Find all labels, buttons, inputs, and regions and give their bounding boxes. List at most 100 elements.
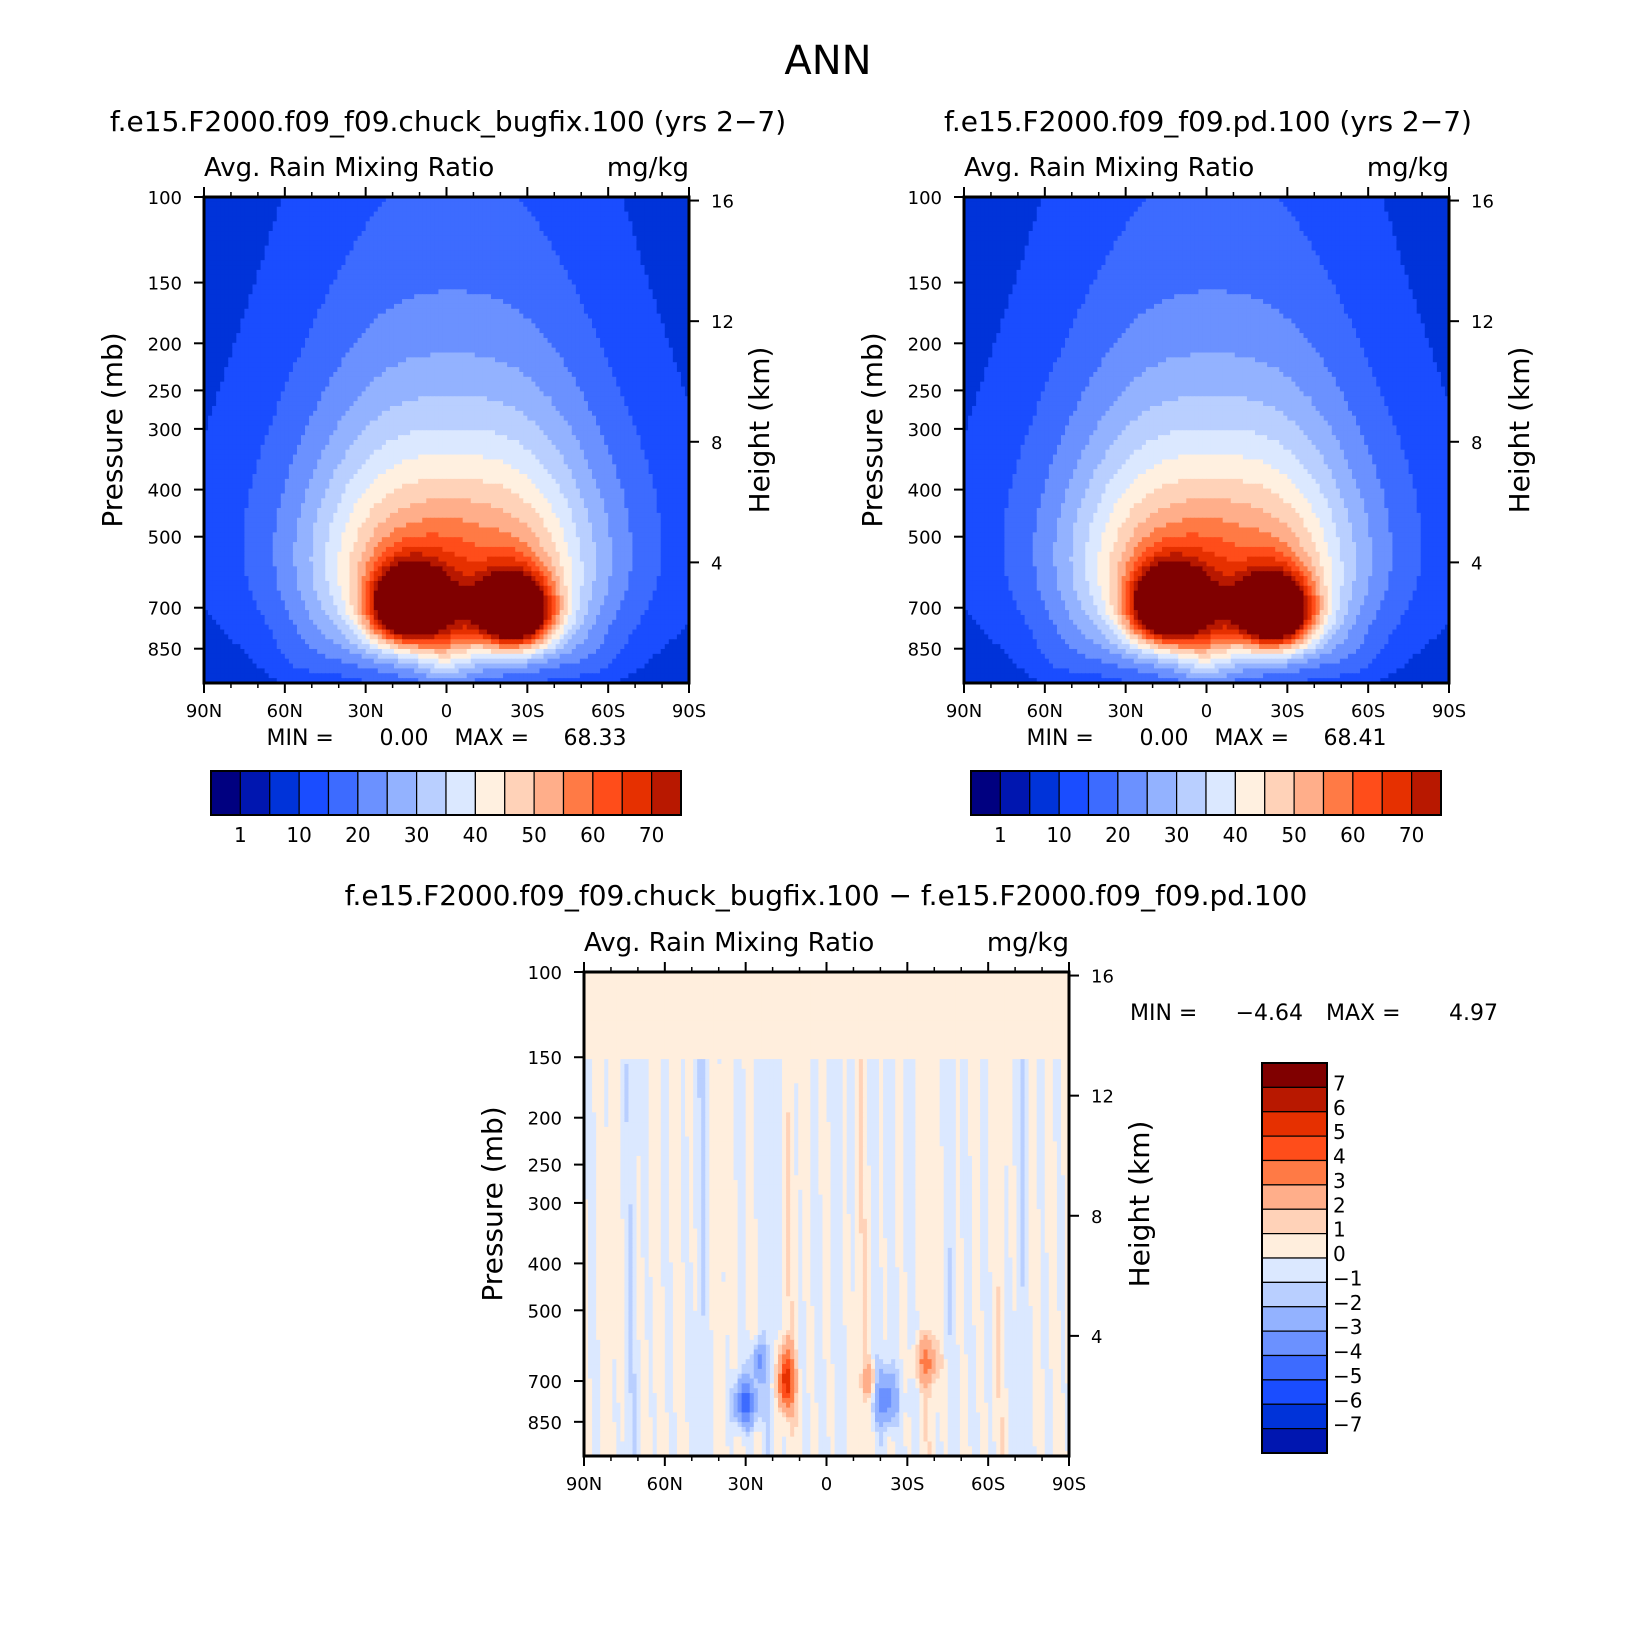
y-tick-label: 500 <box>528 1301 562 1322</box>
colorbar-label: 1 <box>234 823 247 847</box>
colorbar-box <box>1261 1354 1328 1381</box>
colorbar-box <box>1293 770 1325 816</box>
x-tick-label: 90S <box>1432 701 1466 722</box>
colorbar-box <box>1381 770 1413 816</box>
colorbar-box <box>1261 1330 1328 1357</box>
colorbar-box <box>1261 1159 1328 1186</box>
y-tick-label: 700 <box>908 599 942 620</box>
y-tick-label: 200 <box>148 334 182 355</box>
colorbar-box <box>533 770 565 816</box>
y2-tick-label: 4 <box>711 553 722 574</box>
y-tick-label: 850 <box>528 1413 562 1434</box>
colorbar-label: −4 <box>1333 1340 1362 1364</box>
colorbar-box <box>504 770 535 816</box>
x-tick-label: 90N <box>946 701 982 722</box>
colorbar-label: −7 <box>1333 1413 1362 1437</box>
colorbar-box <box>621 770 653 816</box>
y2-tick-label: 4 <box>1471 553 1482 574</box>
y-tick-label: 700 <box>528 1372 562 1393</box>
y-tick-label: 200 <box>528 1109 562 1130</box>
colorbar-box <box>1058 770 1090 816</box>
colorbar-label: −1 <box>1333 1266 1362 1290</box>
colorbar-label: −3 <box>1333 1315 1362 1339</box>
colorbar-label: 10 <box>286 823 311 847</box>
y2-tick-label: 8 <box>711 433 722 454</box>
x-tick-label: 60N <box>267 701 303 722</box>
colorbar-label: 2 <box>1333 1193 1346 1217</box>
panel-title: f.e15.F2000.f09_f09.chuck_bugfix.100 − f… <box>345 879 1308 912</box>
y2-tick-label: 16 <box>1091 967 1114 988</box>
colorbar-box <box>269 770 300 816</box>
colorbar-box <box>474 770 506 816</box>
y2-tick-label: 16 <box>711 192 734 213</box>
panel-top-left: f.e15.F2000.f09_f09.chuck_bugfix.100 (yr… <box>96 105 786 847</box>
colorbar-box <box>562 770 594 816</box>
y-tick-label: 500 <box>148 528 182 549</box>
colorbar-box <box>1261 1428 1328 1454</box>
y-tick-label: 300 <box>908 420 942 441</box>
stat-min-label: MIN = <box>267 726 334 751</box>
panel-subtitle-right: mg/kg <box>607 153 689 183</box>
colorbar-label: 5 <box>1333 1120 1346 1144</box>
x-tick-label: 60N <box>647 1474 683 1495</box>
colorbar-label: 10 <box>1046 823 1071 847</box>
y-tick-label: 850 <box>148 640 182 661</box>
panel-bottom: f.e15.F2000.f09_f09.chuck_bugfix.100 − f… <box>345 879 1498 1495</box>
colorbar-box <box>1261 1403 1328 1430</box>
panel-title: f.e15.F2000.f09_f09.chuck_bugfix.100 (yr… <box>110 105 786 138</box>
colorbar-box <box>1261 1208 1328 1235</box>
colorbar-box <box>1234 770 1266 816</box>
colorbar-box <box>1264 770 1295 816</box>
colorbar-label: 30 <box>404 823 429 847</box>
colorbar-box <box>592 770 623 816</box>
colorbar-label: −5 <box>1333 1364 1362 1388</box>
stat-max-label: MAX = <box>1326 1001 1401 1026</box>
colorbar-box <box>1117 770 1148 816</box>
y-tick-label: 250 <box>908 381 942 402</box>
colorbar-label: 1 <box>994 823 1007 847</box>
stat-max-value: 68.33 <box>564 726 627 751</box>
colorbar-box <box>1205 770 1236 816</box>
contour-field <box>204 197 690 684</box>
x-tick-label: 90N <box>186 701 222 722</box>
stat-min-value: 0.00 <box>1140 726 1189 751</box>
colorbar-label: 50 <box>521 823 546 847</box>
panel-subtitle-right: mg/kg <box>1367 153 1449 183</box>
x-tick-label: 90S <box>672 701 706 722</box>
stat-max-value: 68.41 <box>1324 726 1387 751</box>
colorbar-label: −6 <box>1333 1388 1362 1412</box>
colorbar-box <box>416 770 447 816</box>
y-tick-label: 200 <box>908 334 942 355</box>
colorbar-label: 70 <box>639 823 664 847</box>
y-tick-label: 100 <box>908 188 942 209</box>
colorbar-box <box>1261 1184 1328 1210</box>
y-axis-label: Pressure (mb) <box>476 1106 509 1301</box>
colorbar: 1 10 20 30 40 50 60 70 <box>210 770 682 847</box>
colorbar-label: 0 <box>1333 1242 1346 1266</box>
colorbar-box <box>1322 770 1354 816</box>
y-tick-label: 150 <box>908 274 942 295</box>
colorbar-label: 30 <box>1164 823 1189 847</box>
x-tick-label: 60S <box>971 1474 1005 1495</box>
panel-subtitle-left: Avg. Rain Mixing Ratio <box>964 153 1254 183</box>
panel-title: f.e15.F2000.f09_f09.pd.100 (yrs 2−7) <box>944 105 1472 138</box>
x-tick-label: 30N <box>1107 701 1143 722</box>
x-tick-label: 0 <box>1201 701 1212 722</box>
colorbar-label: 4 <box>1333 1145 1346 1169</box>
stat-max-label: MAX = <box>1215 726 1290 751</box>
y2-tick-label: 4 <box>1091 1327 1102 1348</box>
colorbar-box <box>1029 770 1060 816</box>
y-tick-label: 400 <box>528 1254 562 1275</box>
colorbar-box <box>999 770 1031 816</box>
y-tick-label: 700 <box>148 599 182 620</box>
colorbar-box <box>1176 770 1207 816</box>
y-tick-label: 850 <box>908 640 942 661</box>
y2-tick-label: 8 <box>1471 433 1482 454</box>
colorbar-box <box>1411 770 1442 816</box>
x-tick-label: 30S <box>1270 701 1304 722</box>
colorbar-label: 60 <box>580 823 605 847</box>
colorbar-label: 20 <box>345 823 370 847</box>
colorbar-box <box>1261 1135 1328 1162</box>
colorbar-label: 6 <box>1333 1096 1346 1120</box>
colorbar-label: 40 <box>463 823 488 847</box>
